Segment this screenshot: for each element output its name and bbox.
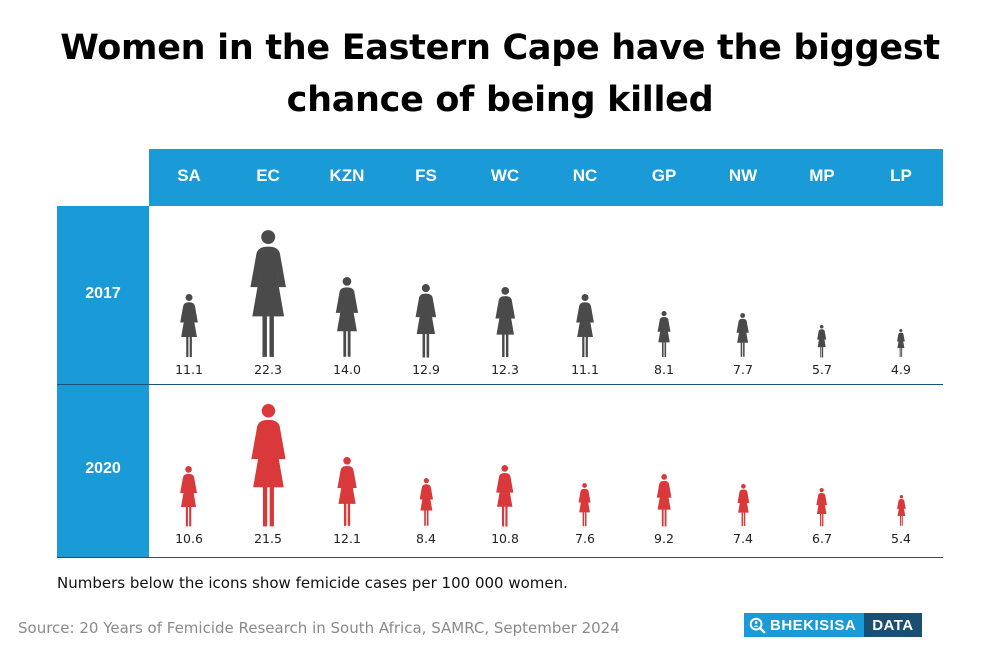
chart-note: Numbers below the icons show femicide ca…	[57, 574, 568, 592]
woman-icon-2017-gp	[657, 310, 671, 357]
value-label-2020-fs: 8.4	[416, 531, 436, 546]
woman-icon-2020-nc	[578, 482, 591, 526]
brand-right-text: DATA	[872, 616, 914, 634]
woman-icon-2020-lp	[896, 495, 906, 526]
region-header-bar	[149, 149, 943, 206]
value-label-2017-nc: 11.1	[571, 362, 599, 377]
value-label-2020-mp: 6.7	[812, 531, 832, 546]
year-label-2017: 2017	[85, 285, 121, 302]
woman-icon-2020-gp	[656, 473, 672, 526]
region-label-lp: LP	[890, 166, 912, 185]
brand-logo: BHEKISISA DATA	[744, 613, 922, 637]
value-label-2020-sa: 10.6	[175, 531, 203, 546]
region-label-sa: SA	[177, 166, 201, 185]
title-line-2: chance of being killed	[286, 80, 714, 120]
region-label-nc: NC	[572, 166, 598, 185]
woman-icon-2017-kzn	[335, 277, 359, 357]
value-label-2017-fs: 12.9	[412, 362, 440, 377]
year-label-2020: 2020	[85, 460, 121, 477]
woman-icon-2020-nw	[737, 483, 749, 526]
woman-icon-2017-lp	[897, 329, 905, 357]
value-label-2020-gp: 9.2	[654, 531, 674, 546]
source-text: Source: 20 Years of Femicide Research in…	[18, 619, 620, 637]
value-label-2017-lp: 4.9	[891, 362, 911, 377]
woman-icon-2020-mp	[816, 487, 828, 526]
value-label-2017-mp: 5.7	[812, 362, 832, 377]
year-side-bar	[57, 206, 149, 558]
woman-icon-2020-wc	[496, 464, 514, 526]
woman-icon-2020-sa	[180, 465, 198, 526]
region-label-nw: NW	[728, 166, 758, 185]
brand-left-text: BHEKISISA	[770, 616, 857, 634]
value-label-2017-nw: 7.7	[733, 362, 753, 377]
magnifier-icon	[749, 617, 766, 634]
woman-icon-2017-ec	[250, 230, 286, 357]
row-divider	[57, 384, 943, 385]
region-label-ec: EC	[256, 166, 280, 185]
value-label-2017-ec: 22.3	[254, 362, 282, 377]
value-label-2017-wc: 12.3	[491, 362, 519, 377]
brand-left: BHEKISISA	[744, 613, 865, 637]
woman-icon-2020-kzn	[337, 457, 357, 526]
value-label-2020-nc: 7.6	[575, 531, 595, 546]
value-label-2017-kzn: 14.0	[333, 362, 361, 377]
woman-icon-2017-mp	[817, 324, 827, 357]
value-label-2017-sa: 11.1	[175, 362, 203, 377]
value-label-2020-kzn: 12.1	[333, 531, 361, 546]
woman-icon-2017-sa	[180, 293, 198, 357]
woman-icon-2020-ec	[250, 403, 286, 526]
woman-icon-2017-nc	[576, 293, 594, 357]
value-label-2020-nw: 7.4	[733, 531, 753, 546]
brand-right: DATA	[864, 613, 922, 637]
woman-icon-2017-nw	[736, 313, 750, 357]
chart-title: Women in the Eastern Cape have the bigge…	[0, 22, 1000, 126]
table-bottom-rule	[57, 557, 943, 558]
value-label-2017-gp: 8.1	[654, 362, 674, 377]
woman-icon-2017-wc	[495, 287, 515, 357]
region-label-gp: GP	[651, 166, 677, 185]
value-label-2020-ec: 21.5	[254, 531, 282, 546]
title-line-1: Women in the Eastern Cape have the bigge…	[60, 28, 940, 68]
region-label-wc: WC	[490, 166, 520, 185]
value-label-2020-lp: 5.4	[891, 531, 911, 546]
woman-icon-2017-fs	[415, 283, 437, 357]
region-label-kzn: KZN	[329, 166, 365, 185]
value-label-2020-wc: 10.8	[491, 531, 519, 546]
region-label-mp: MP	[809, 166, 835, 185]
region-label-fs: FS	[415, 166, 437, 185]
woman-icon-2020-fs	[419, 478, 433, 526]
